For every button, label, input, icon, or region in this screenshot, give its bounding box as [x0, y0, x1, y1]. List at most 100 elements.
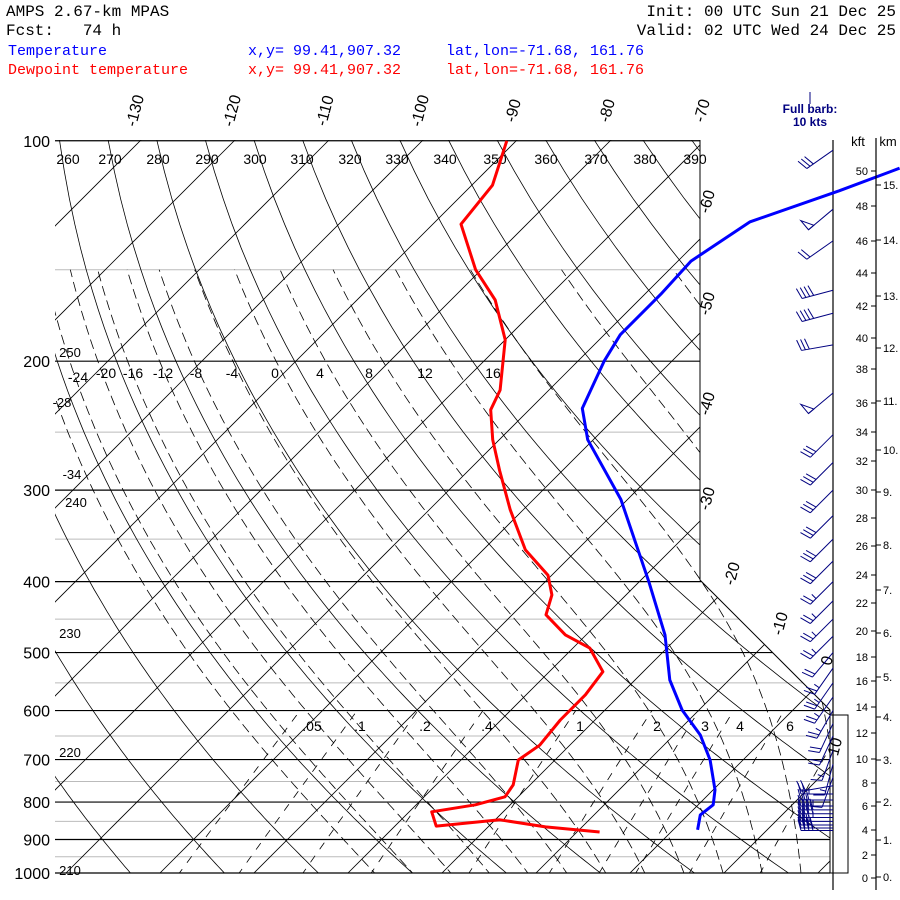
wind-barb — [797, 240, 834, 260]
moist-adiabat-label: 8 — [365, 365, 373, 381]
wind-barb — [796, 338, 834, 351]
mixing-ratio-label: 1 — [576, 718, 584, 734]
moist-adiabat — [807, 269, 830, 873]
dry-adiabat — [55, 140, 526, 873]
pressure-label: 100 — [23, 134, 50, 151]
isotherm — [426, 140, 830, 873]
kft-label: 2 — [862, 850, 868, 862]
wind-barb — [797, 782, 833, 795]
moist-adiabat-label: -24 — [68, 369, 88, 385]
isotherm — [614, 140, 830, 873]
kft-label: 36 — [856, 398, 868, 410]
adiabat-label: 240 — [65, 495, 87, 510]
isotherm — [144, 140, 830, 873]
dry-adiabat-label: 370 — [584, 151, 608, 167]
isotherm — [238, 140, 830, 873]
wind-barb — [800, 515, 834, 539]
isotherm-label: -80 — [596, 97, 618, 124]
moist-adiabat — [97, 269, 503, 873]
dry-adiabat — [338, 140, 830, 873]
adiabat-label: 210 — [59, 863, 81, 878]
dewpoint-line — [430, 140, 605, 834]
wind-barb — [797, 798, 833, 811]
moist-adiabat — [234, 269, 653, 873]
isotherm-label: -60 — [696, 188, 718, 215]
isotherm-label: -70 — [691, 97, 713, 124]
forecast-hour: Fcst: 74 h — [6, 22, 121, 40]
grid-labels: -130 -120 -110 -100 -90 -80 -70-60-50-40-30-20… — [53, 93, 847, 878]
kft-label: 12 — [856, 728, 868, 740]
dry-adiabat-label: 300 — [243, 151, 267, 167]
mixing-ratio-label: .05 — [302, 718, 322, 734]
dry-adiabat-label: 270 — [98, 151, 122, 167]
mixing-ratio-line — [458, 710, 577, 873]
km-label: 10. — [883, 445, 898, 457]
wind-barb — [797, 816, 833, 829]
isotherm — [520, 140, 830, 873]
km-label: 7. — [883, 585, 892, 597]
plot-frame — [699, 140, 849, 874]
mixing-ratio-label: 3 — [701, 718, 709, 734]
moist-adiabat — [126, 269, 540, 873]
wind-barb — [805, 710, 834, 739]
pressure-label: 300 — [23, 483, 50, 500]
adiabat-label: -28 — [53, 395, 72, 410]
model-title: AMPS 2.67-km MPAS — [6, 3, 170, 21]
moist-adiabat-label: 4 — [316, 365, 324, 381]
km-label: 1. — [883, 835, 892, 847]
moist-adiabat — [332, 269, 728, 873]
kft-label: 38 — [856, 364, 868, 376]
mixing-ratio-label: 4 — [736, 718, 744, 734]
kft-label: 34 — [856, 427, 868, 439]
legend-dewpoint-xy: x,y= 99.41,907.32 — [248, 62, 402, 79]
dry-adiabat — [149, 140, 717, 873]
dry-adiabat-label: 330 — [385, 151, 409, 167]
kft-label: 22 — [856, 598, 868, 610]
mixing-ratio-line — [291, 710, 419, 873]
isotherm-label: -100 — [408, 93, 433, 128]
kft-label: 48 — [856, 201, 868, 213]
wind-barb — [799, 392, 834, 415]
km-label: 13. — [883, 291, 898, 303]
isotherm — [55, 140, 645, 873]
wind-barb — [803, 696, 834, 724]
wind-barb — [801, 652, 834, 678]
wind-barb — [795, 308, 834, 323]
kft-label: 20 — [856, 626, 868, 638]
km-label: 4. — [883, 712, 892, 724]
kft-label: 8 — [862, 778, 868, 790]
moist-adiabat-label: 0 — [271, 365, 279, 381]
isotherm-label: -10 — [769, 610, 791, 637]
mixing-ratio-label: .2 — [419, 718, 431, 734]
wind-barb — [803, 667, 834, 695]
wind-barb — [797, 819, 833, 832]
barb-note-1: Full barb: — [783, 102, 838, 116]
km-label: 11. — [883, 396, 897, 408]
isotherm — [55, 140, 739, 873]
legend-temperature-latlon: lat,lon=-71.68, 161.76 — [446, 43, 645, 60]
profiles — [430, 140, 900, 834]
isotherm-label: -110 — [313, 94, 337, 128]
dry-adiabat-label: 320 — [338, 151, 362, 167]
wind-barb — [797, 813, 833, 826]
wind-barb — [808, 735, 834, 766]
kft-label: 30 — [856, 485, 868, 497]
isotherm-label: -20 — [721, 560, 743, 587]
dry-adiabat-label: 390 — [683, 151, 707, 167]
dry-adiabat-label: 280 — [146, 151, 170, 167]
legend-temperature: Temperature — [8, 43, 108, 60]
pressure-label: 1000 — [14, 866, 50, 883]
moist-adiabat-label: 16 — [485, 365, 501, 381]
wind-barb — [800, 462, 834, 486]
fcst-label: Fcst: — [6, 22, 55, 40]
temperature-line — [580, 166, 900, 831]
mixing-ratio-label: .4 — [481, 718, 493, 734]
isotherm — [55, 140, 457, 873]
kft-label: 40 — [856, 333, 868, 345]
dry-adiabat — [385, 140, 830, 873]
legend-temperature-xy: x,y= 99.41,907.32 — [248, 43, 402, 60]
wind-barb — [797, 149, 834, 169]
legend-dewpoint: Dewpoint temperature — [8, 62, 189, 79]
